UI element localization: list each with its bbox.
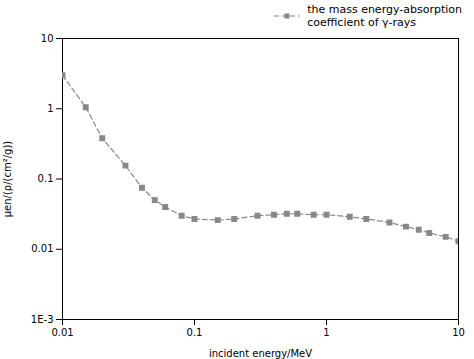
svg-text:1E-3: 1E-3 <box>31 314 54 325</box>
svg-text:1: 1 <box>323 327 329 338</box>
svg-text:0.1: 0.1 <box>187 327 203 338</box>
svg-text:incident energy/MeV: incident energy/MeV <box>209 348 312 359</box>
html-text:the mass energy-absorption coe: the mass energy-absorption coefficient o… <box>307 3 462 29</box>
svg-text:μen/(ρ/(cm²/g)): μen/(ρ/(cm²/g)) <box>2 141 13 218</box>
svg-text:10: 10 <box>452 327 465 338</box>
svg-text:0.1: 0.1 <box>38 173 54 184</box>
svg-text:1: 1 <box>47 103 53 114</box>
svg-text:10: 10 <box>41 33 54 44</box>
svg-text:0.01: 0.01 <box>51 327 73 338</box>
svg-text:0.01: 0.01 <box>31 243 53 254</box>
